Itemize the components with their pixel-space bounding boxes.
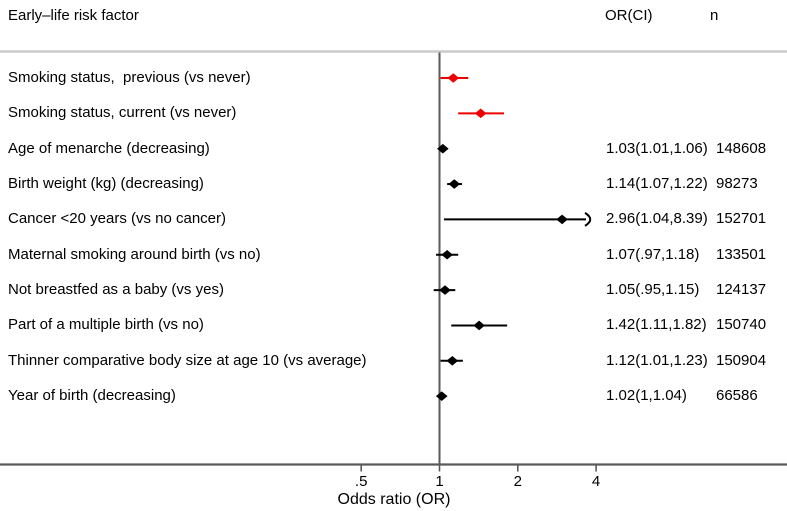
ci-clip-arrow <box>584 212 592 227</box>
or-point-diamond <box>435 391 448 401</box>
row-label: Year of birth (decreasing) <box>8 387 176 405</box>
or-point-diamond <box>446 356 459 366</box>
row-or-ci-value: 1.03(1.01,1.06) <box>606 139 708 157</box>
row-n-value: 150740 <box>716 316 767 334</box>
or-point-diamond <box>448 179 461 189</box>
or-point-diamond <box>437 143 449 154</box>
row-n-value: 98273 <box>716 175 758 193</box>
row-or-ci-value: 1.05(.95,1.15) <box>606 281 700 299</box>
row-or-ci-value: 2.96(1.04,8.39) <box>606 210 708 228</box>
or-point-diamond <box>439 285 451 295</box>
row-n-value: 150904 <box>716 351 767 369</box>
row-or-ci-value: 1.14(1.07,1.22) <box>606 175 708 193</box>
x-axis-tick-label: 2 <box>513 473 522 490</box>
x-axis-tick-label: .5 <box>354 473 368 490</box>
row-label: Smoking status, previous (vs never) <box>8 69 251 86</box>
row-or-ci-value: 1.07(.97,1.18) <box>606 245 700 263</box>
row-or-ci-value: 1.02(1,1.04) <box>606 387 687 405</box>
row-label: Not breastfed as a baby (vs yes) <box>8 281 224 299</box>
column-header-risk-factor: Early–life risk factor <box>8 7 139 24</box>
or-point-diamond <box>556 214 568 225</box>
row-or-ci-value: 1.42(1.11,1.82) <box>606 316 707 334</box>
row-label: Smoking status, current (vs never) <box>8 104 237 122</box>
row-label: Cancer <20 years (vs no cancer) <box>8 210 227 228</box>
row-n-value: 66586 <box>716 387 758 405</box>
x-axis-tick-label: 1 <box>435 473 444 490</box>
row-or-ci-value: 1.12(1.01,1.23) <box>606 351 708 369</box>
row-label: Age of menarche (decreasing) <box>8 139 210 157</box>
or-point-diamond <box>473 320 485 331</box>
column-header-n: n <box>710 7 719 24</box>
row-label: Part of a multiple birth (vs no) <box>8 316 204 334</box>
row-n-value: 152701 <box>716 210 767 228</box>
row-n-value: 148608 <box>716 139 767 157</box>
row-n-value: 133501 <box>716 245 767 263</box>
row-n-value: 124137 <box>716 281 767 299</box>
row-label: Maternal smoking around birth (vs no) <box>8 245 261 263</box>
row-label: Birth weight (kg) (decreasing) <box>8 175 204 193</box>
or-point-diamond <box>447 73 460 83</box>
or-point-diamond <box>441 249 453 260</box>
or-point-diamond <box>474 108 487 119</box>
row-label: Thinner comparative body size at age 10 … <box>8 351 367 369</box>
column-header-or-ci: OR(CI) <box>605 7 653 24</box>
x-axis-tick-label: 4 <box>591 473 601 490</box>
x-axis-title: Odds ratio (OR) <box>337 491 451 508</box>
